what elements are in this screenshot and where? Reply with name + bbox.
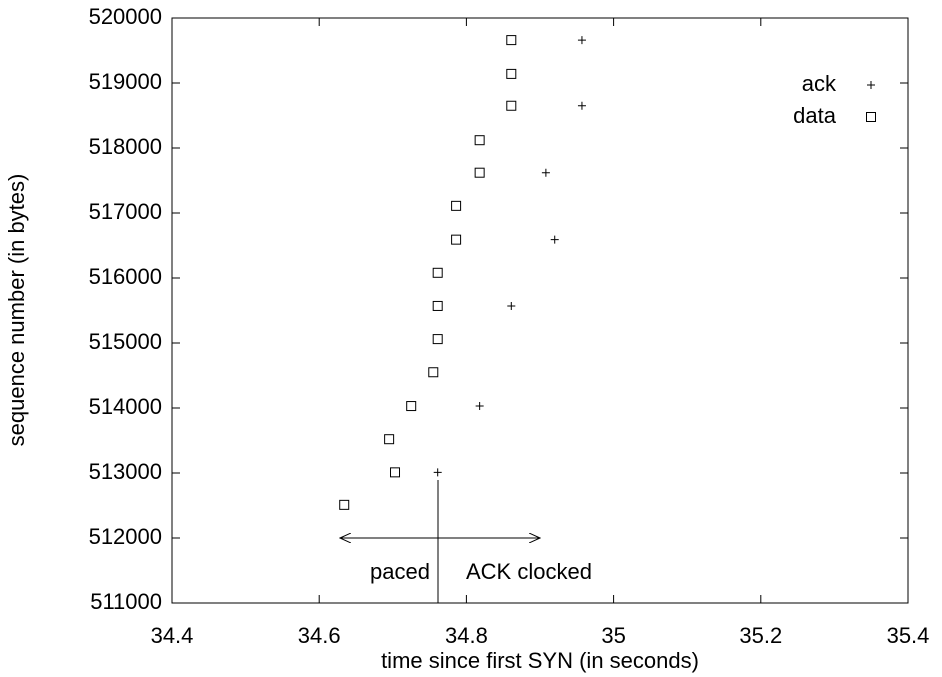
x-tick-label: 34.4: [151, 623, 194, 648]
y-tick-label: 516000: [89, 264, 162, 289]
point: [432, 267, 443, 278]
x-tick-label: 35.4: [887, 623, 930, 648]
point: [550, 235, 559, 244]
point: [406, 401, 417, 412]
point: [432, 334, 443, 345]
annotation: ACK clocked: [466, 559, 592, 584]
y-tick-label: 511000: [90, 589, 162, 614]
point: [339, 499, 350, 510]
x-tick-label: 34.8: [445, 623, 488, 648]
y-tick-label: 513000: [89, 459, 162, 484]
point: [451, 200, 462, 211]
point: [474, 135, 485, 146]
point: [433, 468, 442, 477]
point: [474, 167, 485, 178]
y-tick-label: 517000: [89, 199, 162, 224]
annotation: paced: [370, 559, 430, 584]
point: [506, 68, 517, 79]
legend-marker: [866, 112, 876, 122]
point: [577, 36, 586, 45]
point: [506, 35, 517, 46]
point: [384, 434, 395, 445]
point: [428, 367, 439, 378]
x-tick-label: 35: [601, 623, 625, 648]
point: [506, 100, 517, 111]
x-axis-label: time since first SYN (in seconds): [381, 648, 699, 673]
legend-marker: [867, 81, 875, 89]
point: [390, 467, 401, 478]
legend-label: ack: [802, 71, 837, 96]
y-tick-label: 512000: [89, 524, 162, 549]
plot-frame: [171, 17, 909, 604]
y-tick-label: 520000: [89, 4, 162, 29]
point: [507, 301, 516, 310]
legend-label: data: [793, 103, 837, 128]
y-axis-label: sequence number (in bytes): [4, 174, 29, 447]
x-tick-label: 34.6: [298, 623, 341, 648]
y-tick-label: 519000: [89, 69, 162, 94]
point: [432, 300, 443, 311]
y-tick-label: 515000: [89, 329, 162, 354]
y-tick-label: 518000: [89, 134, 162, 159]
y-tick-label: 514000: [89, 394, 162, 419]
point: [577, 101, 586, 110]
x-tick-label: 35.2: [739, 623, 782, 648]
point: [475, 402, 484, 411]
point: [541, 168, 550, 177]
point: [451, 234, 462, 245]
